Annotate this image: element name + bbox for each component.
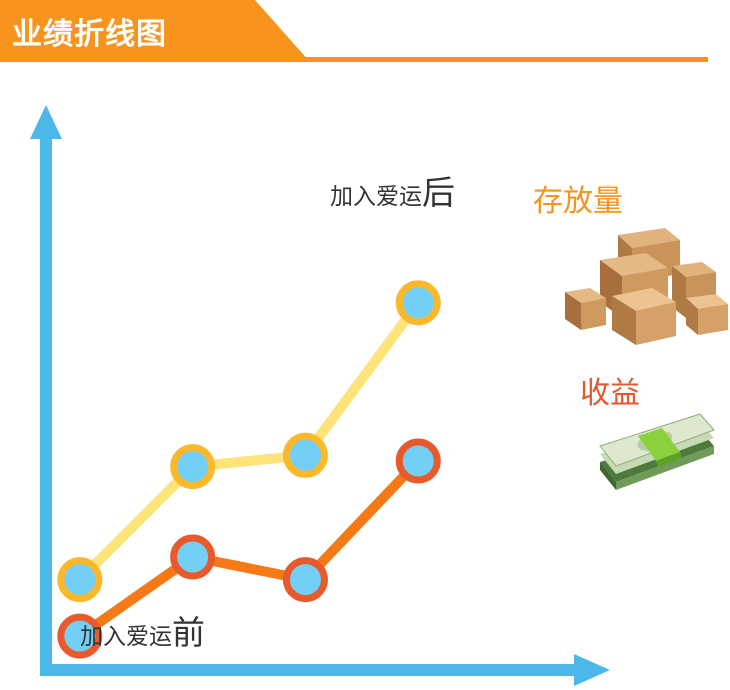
header-underline — [300, 57, 708, 62]
y-axis — [40, 135, 52, 676]
series-0-point-1 — [170, 444, 216, 490]
page-title: 业绩折线图 — [12, 17, 167, 52]
series-line-1 — [74, 455, 424, 642]
chart-axes — [30, 105, 610, 686]
annotation-after: 加入爱运后 — [330, 166, 455, 214]
annotation-before: 加入爱运前 — [80, 606, 205, 654]
annotation-after-prefix: 加入爱运 — [330, 184, 422, 210]
series-1-point-3 — [395, 438, 441, 484]
y-axis-arrow — [30, 105, 62, 139]
series-label-storage: 存放量 — [533, 184, 623, 219]
chart-header: 业绩折线图 — [0, 0, 310, 62]
annotation-after-suffix: 后 — [422, 173, 455, 212]
series-markers — [57, 280, 441, 659]
series-0-point-0 — [57, 557, 103, 603]
series-1-point-0 — [57, 613, 103, 659]
series-1-point-1 — [170, 534, 216, 580]
annotation-before-prefix: 加入爱运 — [80, 624, 172, 650]
header-banner-shape — [0, 0, 310, 62]
cash-stack-icon — [599, 413, 715, 490]
series-0-point-3 — [395, 280, 441, 326]
cardboard-boxes-icon — [565, 228, 728, 345]
series-lines — [74, 297, 424, 642]
x-axis — [40, 664, 576, 676]
series-line-0 — [74, 297, 424, 585]
series-0-point-2 — [282, 432, 328, 478]
series-label-income: 收益 — [580, 376, 640, 411]
x-axis-arrow — [574, 654, 610, 686]
annotation-before-suffix: 前 — [172, 613, 205, 652]
series-1-point-2 — [282, 557, 328, 603]
